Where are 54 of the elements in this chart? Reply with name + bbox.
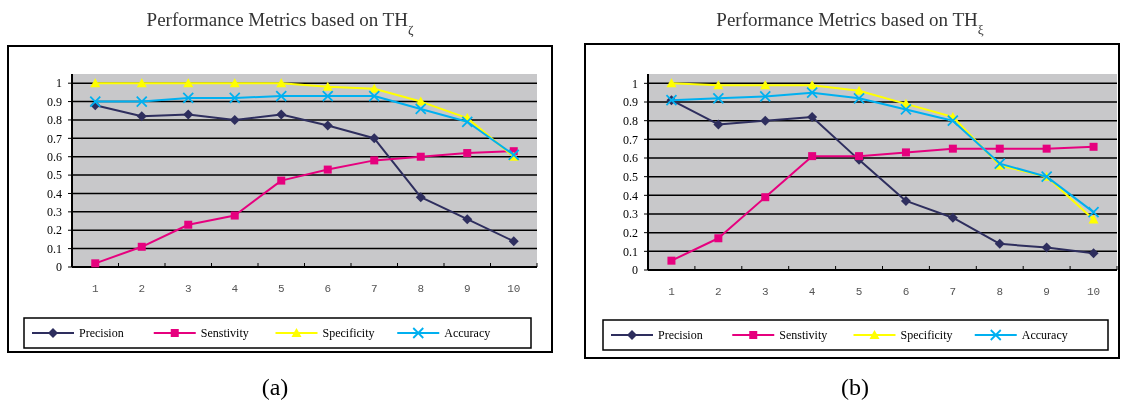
x-tick-label: 8 (417, 283, 425, 295)
y-tick-label: 0.4 (47, 186, 62, 201)
y-tick-label: 1 (56, 76, 62, 91)
x-tick-label: 10 (507, 283, 521, 295)
y-tick-label: 0.2 (623, 225, 638, 240)
y-tick-label: 0.1 (47, 241, 62, 256)
x-tick-label: 7 (949, 286, 957, 298)
y-tick-label: 0.3 (47, 205, 62, 220)
x-tick-label: 4 (231, 283, 239, 295)
y-tick-label: 0 (56, 260, 62, 275)
y-tick-label: 0.6 (47, 149, 62, 164)
legend-label: Accuracy (444, 326, 491, 341)
x-tick-label: 6 (324, 283, 332, 295)
legend-label: Senstivity (779, 328, 828, 343)
x-tick-label: 1 (668, 286, 676, 298)
x-tick-label: 2 (715, 286, 722, 298)
legend-label: Specificity (322, 326, 375, 341)
y-tick-label: 0.5 (623, 169, 638, 184)
legend-label: Accuracy (1021, 328, 1068, 343)
y-tick-label: 0.1 (623, 244, 638, 259)
x-tick-label: 7 (370, 283, 378, 295)
y-tick-label: 0.9 (47, 94, 62, 109)
y-tick-label: 0.5 (47, 168, 62, 183)
x-tick-label: 8 (996, 286, 1004, 298)
x-tick-label: 10 (1086, 286, 1101, 298)
y-tick-label: 0.8 (47, 113, 62, 128)
x-tick-label: 2 (138, 283, 146, 295)
legend-label: Precision (79, 326, 124, 341)
x-tick-label: 1 (91, 283, 99, 295)
y-tick-label: 0.6 (623, 151, 638, 166)
legend-label: Specificity (900, 328, 953, 343)
y-tick-label: 0.7 (623, 132, 638, 147)
text: (a) (261, 374, 289, 400)
text: (b) (841, 374, 869, 400)
x-tick-label: 5 (855, 286, 863, 298)
chart-title: Performance Metrics based on TH$_{ξ}$ (716, 9, 984, 37)
x-tick-label: 3 (761, 286, 769, 298)
x-tick-label: 9 (463, 283, 471, 295)
legend-label: Precision (658, 328, 703, 343)
x-tick-label: 5 (277, 283, 285, 295)
y-tick-label: 0.8 (623, 113, 638, 128)
y-tick-label: 1 (632, 76, 638, 91)
legend-label: Senstivity (200, 326, 249, 341)
chart-title: Performance Metrics based on TH$_{ζ}$ (146, 9, 414, 37)
y-tick-label: 0.4 (623, 188, 638, 203)
x-tick-label: 4 (808, 286, 816, 298)
x-tick-label: 3 (184, 283, 192, 295)
x-tick-label: 6 (902, 286, 910, 298)
y-tick-label: 0 (632, 263, 638, 278)
y-tick-label: 0.2 (47, 223, 62, 238)
y-tick-label: 0.3 (623, 207, 638, 222)
y-tick-label: 0.7 (47, 131, 62, 146)
x-tick-label: 9 (1043, 286, 1050, 298)
y-tick-label: 0.9 (623, 95, 638, 110)
